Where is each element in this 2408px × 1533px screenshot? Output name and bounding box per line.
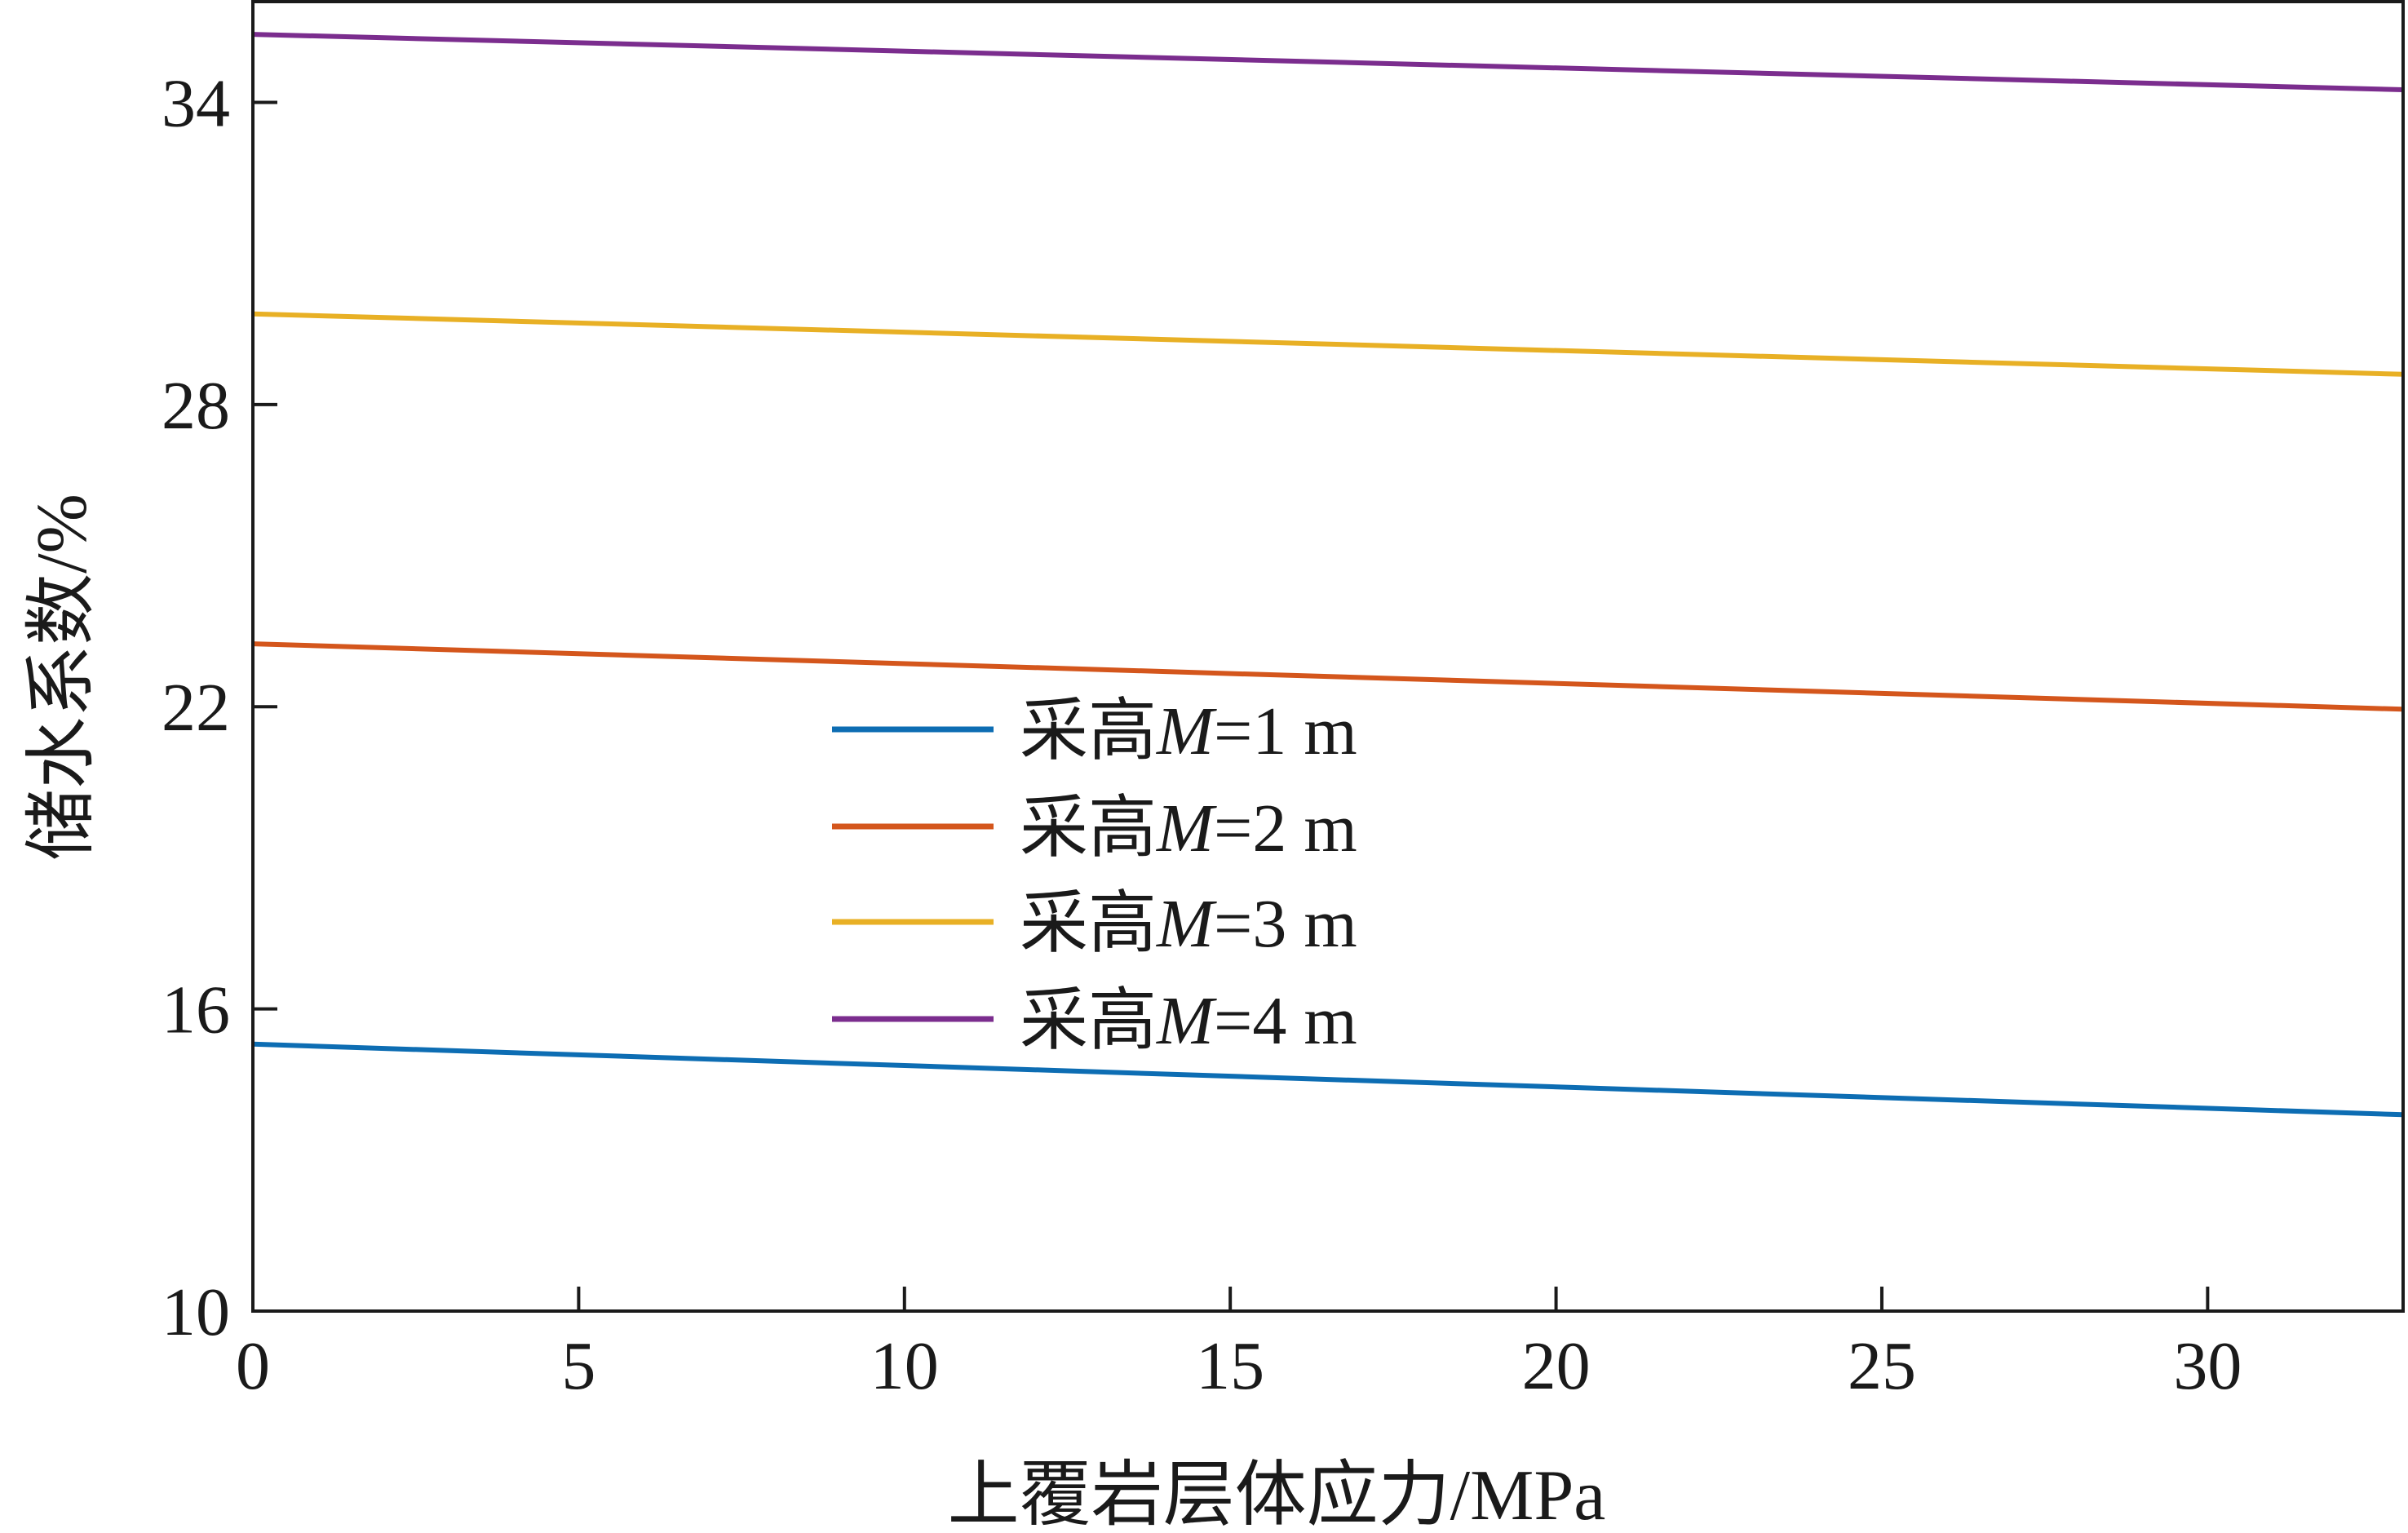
x-tick-label: 25 [1848,1328,1916,1404]
y-axis-ticks: 10 16 22 28 34 [162,65,277,1350]
x-axis-ticks: 0 5 10 15 20 25 30 [236,1287,2242,1404]
series-line-2 [252,641,2404,712]
legend: 采高M=1 m 采高M=2 m 采高M=3 m 采高M=4 m [832,693,1357,1059]
y-tick-label: 10 [162,1274,230,1350]
x-tick-label: 0 [236,1328,270,1404]
x-axis-title: 上覆岩层体应力/MPa [948,1456,1606,1533]
legend-label-1: 采高M=1 m [1020,693,1357,769]
legend-label-4: 采高M=4 m [1020,983,1357,1059]
y-tick-label: 34 [162,65,230,141]
x-tick-label: 20 [1522,1328,1591,1404]
series-line-3 [252,311,2404,377]
series-line-1 [252,1041,2404,1118]
x-tick-label: 15 [1196,1328,1264,1404]
legend-label-3: 采高M=3 m [1020,886,1357,962]
y-tick-label: 16 [162,973,230,1048]
legend-label-2: 采高M=2 m [1020,791,1357,866]
x-tick-label: 5 [561,1328,595,1404]
x-tick-label: 10 [870,1328,939,1404]
x-tick-label: 30 [2173,1328,2242,1404]
y-axis-title: 储水系数/% [23,494,102,861]
series-line-4 [252,32,2404,92]
y-tick-label: 22 [162,670,230,746]
plot-frame [251,0,2405,1313]
y-tick-label: 28 [162,368,230,444]
plot-lines [252,32,2404,1118]
